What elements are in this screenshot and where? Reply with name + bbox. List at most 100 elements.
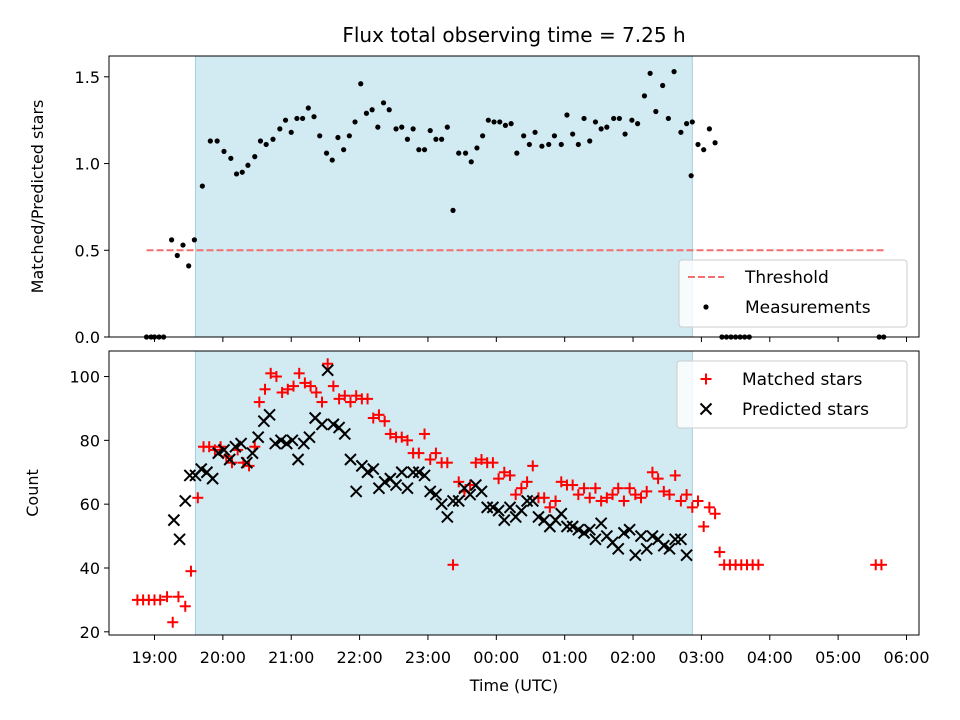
matched-star-point <box>584 492 596 504</box>
measurement-point <box>233 171 240 177</box>
predicted-stars-points <box>167 363 693 562</box>
predicted-star-point <box>217 443 231 457</box>
matched-star-point <box>624 482 636 494</box>
chart-title: Flux total observing time = 7.25 h <box>342 23 685 47</box>
measurement-point <box>380 100 387 106</box>
measurement-point <box>480 133 486 139</box>
measurement-point <box>629 117 635 123</box>
measurement-point <box>491 119 497 125</box>
predicted-star-point <box>195 462 208 476</box>
measurement-point <box>410 126 416 132</box>
predicted-star-point <box>406 466 420 479</box>
predicted-star-point <box>229 440 242 453</box>
predicted-star-point <box>572 523 585 536</box>
legend-threshold-label: Threshold <box>744 268 829 288</box>
matched-stars-points <box>131 358 887 628</box>
measurement-point <box>174 252 180 259</box>
measurement-point <box>191 237 197 243</box>
matched-star-point <box>658 485 670 497</box>
measurement-point <box>701 147 707 153</box>
predicted-star-point <box>498 513 511 527</box>
measurement-point <box>221 148 227 155</box>
predicted-star-point <box>418 469 431 482</box>
measurement-point <box>393 126 399 132</box>
ratio-panel-frame <box>108 55 920 338</box>
matched-star-point <box>333 393 345 405</box>
measurement-point <box>450 207 456 213</box>
matched-star-point <box>270 371 282 383</box>
predicted-star-point <box>321 363 334 377</box>
predicted-star-point <box>486 501 500 514</box>
predicted-star-point <box>577 526 591 540</box>
predicted-star-point <box>349 485 363 498</box>
count-panel-frame <box>108 350 920 636</box>
predicted-star-point <box>263 408 276 422</box>
predicted-star-point <box>429 488 443 501</box>
measurement-point <box>688 173 694 179</box>
count-y-ticks: 20 40 60 80 100 <box>69 368 109 642</box>
matched-star-point <box>589 482 601 494</box>
measurement-point <box>421 147 428 153</box>
matched-star-point <box>470 457 482 469</box>
measurement-point <box>311 114 317 120</box>
measurement-point <box>539 143 545 149</box>
matched-star-point <box>447 559 459 571</box>
predicted-star-point <box>480 501 494 514</box>
matched-star-point <box>681 489 693 501</box>
matched-star-point <box>253 396 265 408</box>
matched-star-point <box>595 495 607 507</box>
predicted-star-point <box>303 430 316 444</box>
predicted-star-point <box>441 510 454 524</box>
measurement-point <box>616 115 622 122</box>
ratio-y-tick-label: 1.0 <box>75 155 100 174</box>
matched-star-point <box>396 431 408 443</box>
predicted-star-point <box>475 485 488 498</box>
measurement-point <box>683 121 690 127</box>
measurement-point <box>497 119 503 125</box>
matched-star-point <box>567 479 579 491</box>
predicted-star-point <box>583 523 596 536</box>
legend-predicted-swatch <box>699 402 713 416</box>
matched-star-point <box>476 453 488 465</box>
measurement-point <box>456 150 462 156</box>
matched-star-point <box>709 508 721 520</box>
measurement-point <box>288 129 294 135</box>
measurement-point <box>570 131 576 137</box>
matched-star-point <box>629 489 641 501</box>
ratio-panel: 0.0 0.5 1.0 1.5 Flux total observing time =… <box>28 23 920 347</box>
predicted-star-point <box>594 517 608 530</box>
predicted-star-point <box>234 437 248 450</box>
measurement-point <box>245 162 251 168</box>
count-legend: Matched stars Predicted stars <box>676 360 908 429</box>
predicted-star-point <box>251 430 265 444</box>
matched-star-point <box>192 492 204 504</box>
measurement-point <box>647 70 653 76</box>
matched-star-point <box>161 591 173 603</box>
measurement-point <box>514 150 520 156</box>
predicted-star-point <box>246 446 259 460</box>
matched-star-point <box>282 383 294 395</box>
measurement-point <box>427 127 433 134</box>
predicted-star-point <box>560 520 574 533</box>
measurement-point <box>604 124 610 130</box>
measurement-point <box>678 129 684 135</box>
measurement-point <box>439 136 445 142</box>
predicted-star-point <box>503 501 517 514</box>
measurement-point <box>660 82 666 89</box>
ratio-y-tick-label: 0.0 <box>75 328 100 347</box>
predicted-star-point <box>269 437 282 450</box>
matched-star-point <box>259 383 271 395</box>
measurement-point <box>598 126 604 132</box>
measurement-point <box>592 119 599 125</box>
measurement-point <box>653 108 659 115</box>
matched-star-point <box>172 591 184 603</box>
matched-star-point <box>515 482 527 494</box>
predicted-star-point <box>286 434 299 447</box>
measurement-point <box>270 136 276 142</box>
count-panel: 19:00 20:00 21:00 22:00 23:00 00:00 01:00 02:00… <box>23 350 930 695</box>
matched-star-point <box>675 495 687 507</box>
legend-matched-label: Matched stars <box>742 370 862 390</box>
measurement-point <box>468 159 474 165</box>
matched-star-point <box>430 447 442 459</box>
predicted-star-point <box>223 453 236 466</box>
